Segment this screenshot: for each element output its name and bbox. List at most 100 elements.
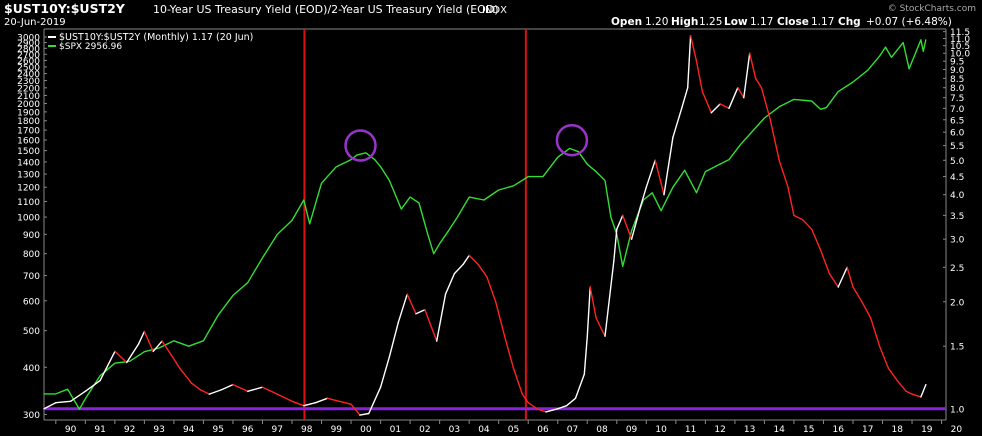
right-tick-label: 10.0: [950, 50, 970, 60]
series-segment-ratio: [69, 390, 87, 402]
right-tick-label: 1.0: [950, 405, 965, 415]
x-tick-label: 17: [862, 425, 873, 435]
x-tick-label: 20: [951, 425, 963, 435]
series-segment-ratio: [887, 367, 898, 382]
series-segment-ratio: [314, 397, 329, 404]
series-segment-ratio: [388, 321, 399, 358]
series-segment-ratio: [527, 402, 538, 410]
series-segment-ratio: [326, 397, 340, 402]
series-segment-ratio: [379, 356, 391, 388]
x-tick-label: 98: [301, 425, 313, 435]
x-tick-label: 16: [833, 425, 845, 435]
series-segment-ratio: [477, 263, 488, 278]
series-layer: [43, 35, 927, 416]
ohlc-high-label: High: [671, 16, 698, 28]
series-line-spx: [44, 39, 927, 410]
left-tick-label: 1700: [17, 127, 40, 137]
left-axis: 300 400 500 600 700 800 900 1000 1100 1200 1300 140…: [17, 33, 47, 421]
left-tick-label: 2500: [17, 63, 40, 73]
left-tick-label: 400: [23, 364, 40, 374]
series-segment-ratio: [190, 382, 202, 391]
series-segment-ratio: [99, 350, 116, 382]
series-segment-ratio: [161, 340, 172, 356]
series-segment-ratio: [495, 301, 506, 337]
left-tick-label: 3000: [17, 33, 40, 43]
series-segment-ratio: [43, 402, 57, 410]
left-tick-label: 2100: [17, 92, 40, 102]
right-tick-label: 11.0: [950, 35, 970, 45]
series-segment-ratio: [837, 266, 848, 288]
left-tick-label: 1000: [17, 214, 40, 224]
series-segment-ratio: [787, 186, 795, 217]
x-tick-label: 14: [773, 425, 785, 435]
series-segment-ratio: [861, 301, 872, 319]
ohlc-readout: Open 1.20 High 1.25 Low 1.17 Close 1.17 …: [611, 16, 952, 28]
left-tick-label: 2600: [17, 57, 40, 67]
ohlc-low-label: Low: [724, 16, 748, 28]
series-segment-ratio: [663, 136, 674, 196]
left-tick-label: 1200: [17, 184, 40, 194]
series-segment-ratio: [503, 335, 515, 369]
x-tick-label: 90: [65, 425, 77, 435]
x-tick-label: 19: [921, 425, 933, 435]
left-tick-label: 2900: [17, 39, 40, 49]
right-tick-label: 2.0: [950, 298, 965, 308]
left-tick-label: 1900: [17, 108, 40, 118]
series-segment-ratio: [911, 393, 922, 398]
left-tick-label: 800: [23, 250, 40, 260]
series-segment-ratio: [276, 393, 293, 402]
left-tick-label: 500: [23, 327, 40, 337]
right-tick-label: 7.0: [950, 105, 965, 115]
x-tick-label: 11: [685, 425, 696, 435]
right-tick-label: 5.5: [950, 142, 964, 152]
left-tick-label: 2700: [17, 51, 40, 61]
left-tick-label: 2300: [17, 77, 40, 87]
series-segment-ratio: [208, 389, 222, 395]
x-tick-label: 91: [94, 425, 105, 435]
right-tick-label: 7.5: [950, 94, 964, 104]
series-segment-ratio: [760, 86, 771, 121]
series-segment-ratio: [574, 373, 585, 399]
left-tick-label: 900: [23, 231, 40, 241]
series-segment-ratio: [672, 107, 683, 139]
series-segment-ratio: [199, 389, 211, 395]
series-segment-ratio: [368, 386, 382, 415]
series-segment-ratio: [645, 159, 656, 188]
ohlc-chg-value: +0.07 (+6.48%): [866, 16, 952, 28]
series-segment-ratio: [291, 400, 305, 407]
highlight-circles: [344, 123, 589, 162]
chart-description: 10-Year US Treasury Yield (EOD)/2-Year U…: [153, 3, 499, 16]
series-segment-ratio: [179, 367, 193, 384]
series-segment-ratio: [152, 340, 163, 353]
highlight-circle: [344, 129, 377, 162]
chart-exchange: INDX: [482, 5, 507, 16]
x-tick-label: 01: [390, 425, 401, 435]
series-segment-ratio: [436, 293, 447, 342]
x-tick-label: 92: [124, 425, 135, 435]
series-segment-ratio: [595, 317, 606, 337]
series-segment-ratio: [536, 408, 547, 413]
series-segment-ratio: [462, 254, 470, 265]
series-segment-ratio: [905, 390, 913, 395]
series-segment-ratio: [84, 379, 101, 392]
right-tick-label: 9.5: [950, 58, 964, 68]
right-tick-label: 4.0: [950, 191, 965, 201]
x-tick-label: 00: [360, 425, 372, 435]
ohlc-high-value: 1.25: [699, 16, 722, 28]
ohlc-chg-label: Chg: [838, 16, 861, 28]
left-tick-label: 1800: [17, 117, 40, 127]
right-tick-label: 3.0: [950, 236, 965, 246]
right-tick-label: 4.5: [950, 173, 964, 183]
series-segment-ratio: [350, 403, 361, 416]
left-tick-label: 1500: [17, 147, 40, 157]
series-segment-ratio: [406, 293, 417, 315]
series-segment-ratio: [687, 35, 692, 89]
series-segment-ratio: [616, 214, 624, 230]
series-segment-ratio: [778, 159, 789, 188]
series-segment-ratio: [754, 77, 763, 89]
x-tick-label: 02: [419, 425, 430, 435]
right-tick-label: 8.5: [950, 75, 964, 85]
series-segment-ratio: [630, 206, 642, 240]
legend-label-spx: $SPX 2956.96: [59, 42, 122, 52]
